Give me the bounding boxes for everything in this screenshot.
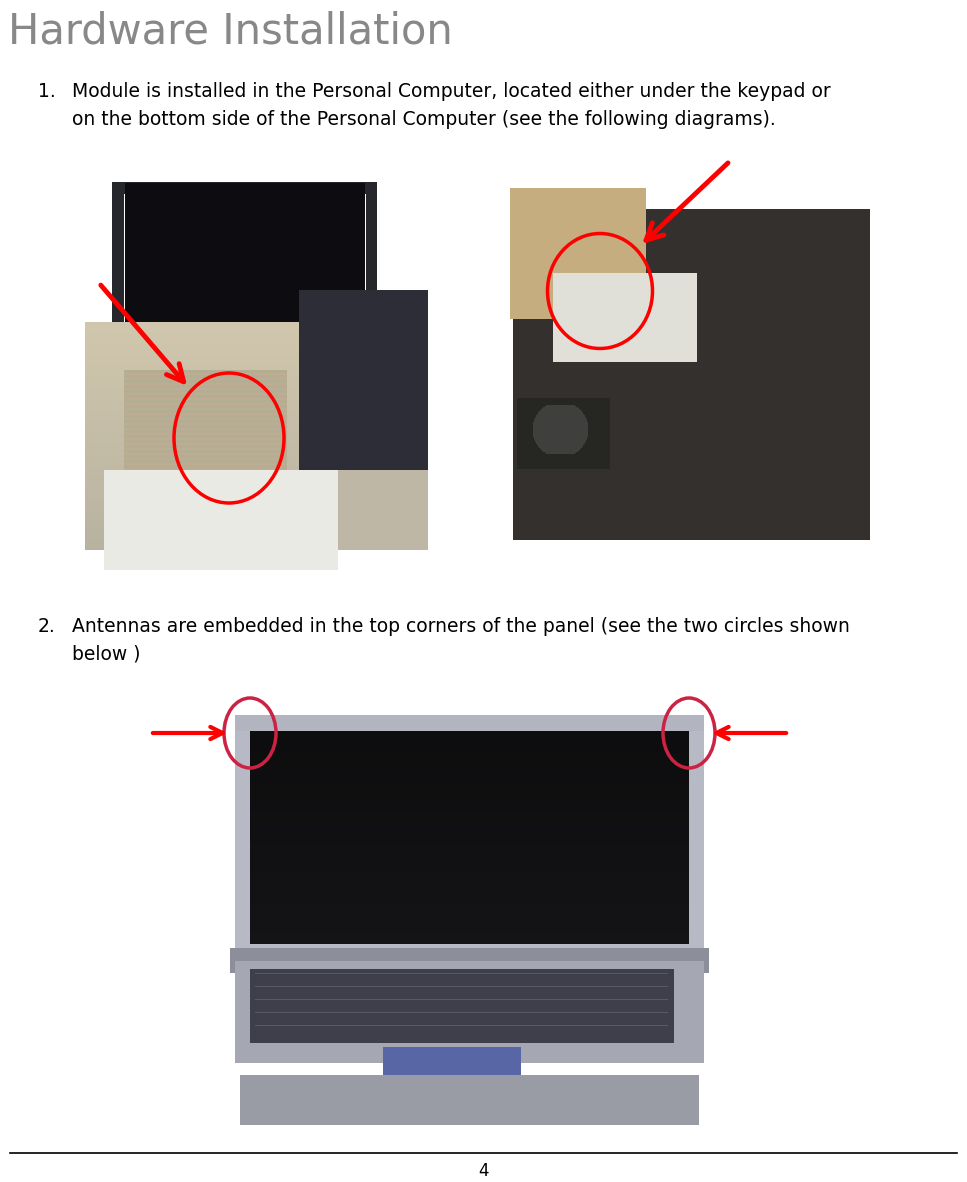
Text: 1.: 1. [38, 82, 56, 100]
Text: on the bottom side of the Personal Computer (see the following diagrams).: on the bottom side of the Personal Compu… [72, 110, 776, 129]
Text: Antennas are embedded in the top corners of the panel (see the two circles shown: Antennas are embedded in the top corners… [72, 617, 850, 636]
Text: Hardware Installation: Hardware Installation [8, 9, 453, 52]
Text: Module is installed in the Personal Computer, located either under the keypad or: Module is installed in the Personal Comp… [72, 82, 831, 100]
Text: 2.: 2. [38, 617, 56, 636]
Text: 4: 4 [479, 1162, 488, 1180]
Text: below ): below ) [72, 645, 140, 664]
